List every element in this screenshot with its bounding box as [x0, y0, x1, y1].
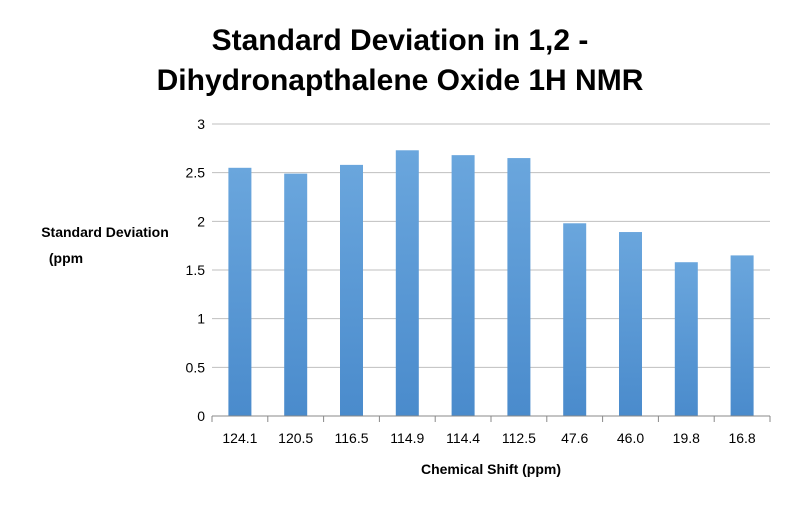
bar-120.5 — [284, 173, 308, 416]
chart-title-line-2: Dihydronapthalene Oxide 1H NMR — [157, 64, 644, 97]
bar-47.6 — [563, 223, 587, 416]
bar-112.5 — [507, 158, 531, 417]
x-tick-label: 120.5 — [278, 430, 313, 446]
bar-114.4 — [451, 155, 475, 416]
bar-114.9 — [395, 150, 419, 416]
y-tick-label: 2.5 — [186, 165, 206, 181]
y-tick-label: 0.5 — [186, 359, 206, 375]
x-tick-label: 124.1 — [222, 430, 257, 446]
bar-116.5 — [340, 164, 363, 416]
y-tick-label: 0 — [197, 408, 205, 424]
y-tick-label: 1.5 — [186, 262, 206, 278]
y-tick-label: 3 — [197, 116, 205, 132]
x-tick-label: 19.8 — [673, 430, 700, 446]
y-tick-label: 1 — [197, 311, 205, 327]
chart-title-line-1: Standard Deviation in 1,2 - — [212, 24, 589, 57]
x-tick-labels: 124.1 120.5 116.5 114.9 114.4 112.5 47.6 46.0 19… — [211, 416, 771, 446]
x-tick-label: 116.5 — [335, 430, 369, 446]
y-tick-label: 2 — [197, 213, 205, 229]
x-tick-label: 47.6 — [561, 430, 588, 446]
bar-19.8 — [674, 262, 698, 416]
x-tick-label: 114.4 — [446, 430, 480, 446]
x-tick-label: 114.9 — [390, 430, 424, 446]
x-tick-label: 46.0 — [617, 430, 644, 446]
y-axis-title-line-2: (ppm — [49, 250, 83, 266]
bar-46.0 — [619, 232, 642, 416]
x-axis-title: Chemical Shift (ppm) — [421, 461, 561, 477]
bars — [228, 150, 754, 417]
x-tick-label: 112.5 — [502, 430, 536, 446]
bar-124.1 — [228, 167, 252, 416]
x-tick-label: 16.8 — [728, 430, 755, 446]
bar-16.8 — [730, 255, 754, 416]
y-axis-title-line-1: Standard Deviation — [41, 224, 169, 240]
y-tick-labels: 0 0.5 1 1.5 2 2.5 3 — [186, 116, 206, 424]
